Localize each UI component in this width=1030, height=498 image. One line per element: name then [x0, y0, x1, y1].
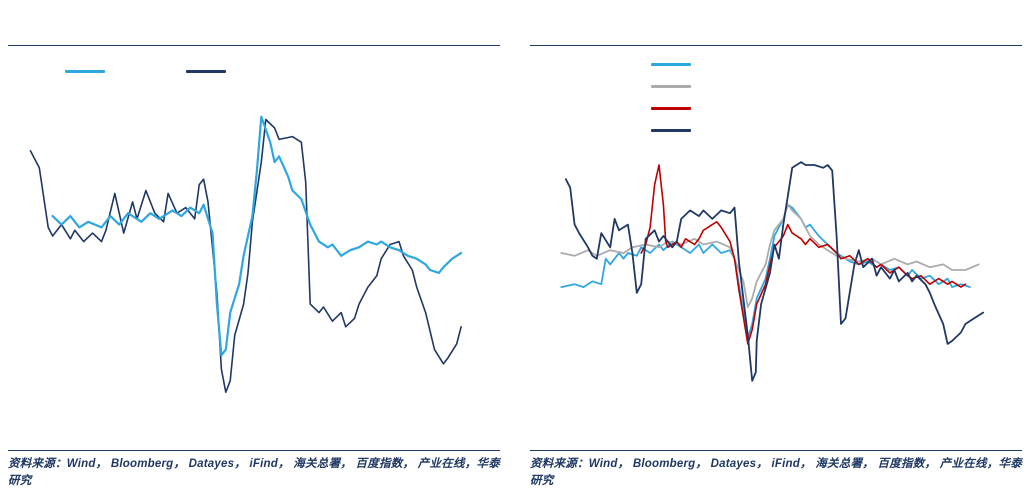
- chart-panel-right: 资料来源：Wind， Bloomberg， Datayes， iFind， 海关…: [530, 0, 1022, 498]
- line-series-gray: [560, 203, 980, 308]
- line-chart-right: [560, 161, 985, 382]
- line-series-red: [640, 164, 967, 345]
- legend: [651, 63, 691, 132]
- line-series-navy: [29, 118, 462, 394]
- line-series-light-blue: [560, 203, 971, 340]
- legend: [65, 70, 226, 73]
- legend-swatch-red: [651, 107, 691, 110]
- legend-swatch-navy: [651, 129, 691, 132]
- chart-panel-left: 资料来源：Wind， Bloomberg， Datayes， iFind， 海关…: [8, 0, 500, 498]
- line-chart-left: [29, 115, 463, 394]
- legend-swatch-light-blue: [65, 70, 105, 73]
- source-note: 资料来源：Wind， Bloomberg， Datayes， iFind， 海关…: [530, 450, 1022, 491]
- legend-swatch-light-blue: [651, 63, 691, 66]
- line-series-navy: [564, 161, 985, 382]
- legend-swatch-gray: [651, 85, 691, 88]
- panel-top-rule: [8, 45, 500, 46]
- source-note: 资料来源：Wind， Bloomberg， Datayes， iFind， 海关…: [8, 450, 500, 491]
- panel-top-rule: [530, 45, 1022, 46]
- line-series-light-blue: [51, 115, 463, 357]
- legend-swatch-navy: [186, 70, 226, 73]
